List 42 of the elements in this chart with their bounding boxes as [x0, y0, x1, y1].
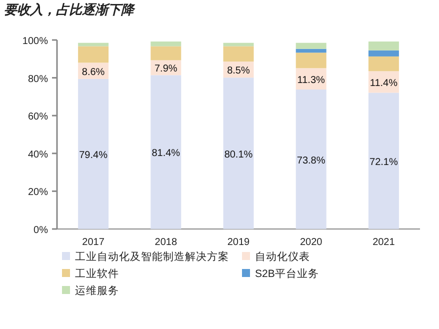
x-tick-label: 2020: [300, 237, 323, 248]
y-tick-label: 100%: [22, 36, 48, 47]
bar: [296, 52, 326, 68]
data-label: 11.4%: [370, 78, 398, 89]
x-tick-label: 2019: [227, 237, 250, 248]
y-tick-label: 60%: [28, 112, 48, 123]
legend-label: 工业自动化及智能制造解决方案: [75, 250, 229, 263]
bar: [150, 46, 182, 60]
legend-label: 工业软件: [75, 267, 119, 280]
bar: [223, 46, 254, 62]
chart-title: 要收入，占比逐渐下降: [4, 2, 136, 17]
x-tick-label: 2017: [82, 237, 105, 248]
data-label: 81.4%: [152, 148, 180, 160]
bar: [223, 78, 254, 229]
data-label: 80.1%: [224, 149, 253, 160]
data-label: 11.3%: [297, 74, 326, 86]
bar: [368, 50, 399, 56]
data-label: 7.9%: [154, 64, 178, 75]
data-label: 73.8%: [296, 155, 326, 166]
y-tick-label: 20%: [28, 187, 48, 198]
data-label: 72.1%: [370, 156, 398, 168]
legend-label: S2B平台业务: [255, 267, 319, 280]
bar: [368, 42, 399, 50]
legend-label: 自动化仪表: [255, 250, 310, 263]
y-tick-label: 80%: [28, 74, 48, 85]
bar: [150, 75, 182, 229]
bar: [150, 42, 182, 46]
bar: [368, 56, 399, 72]
data-label: 79.4%: [79, 150, 108, 161]
x-tick-label: 2021: [372, 237, 396, 248]
legend-label: 运维服务: [75, 284, 119, 297]
x-tick-label: 2018: [154, 237, 178, 248]
bar: [296, 90, 326, 229]
y-tick-label: 40%: [28, 149, 48, 160]
bar: [368, 92, 399, 229]
bar: [296, 48, 326, 53]
y-tick-label: 0%: [34, 225, 48, 236]
bar: [296, 42, 326, 49]
bar: [78, 46, 109, 63]
data-label: 8.6%: [82, 66, 105, 78]
bar: [78, 78, 109, 229]
data-label: 8.5%: [227, 66, 250, 77]
